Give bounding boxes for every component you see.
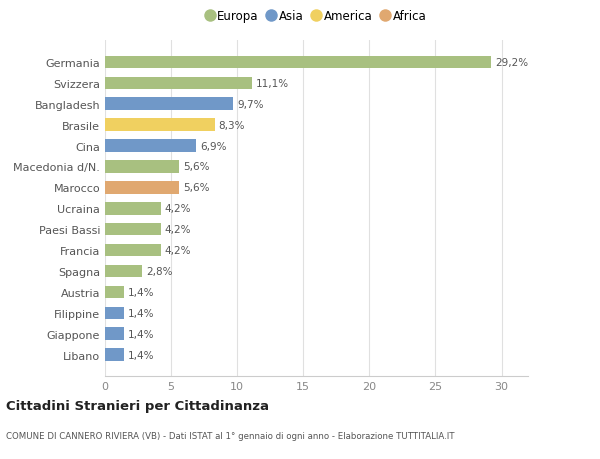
Bar [105,140,196,152]
Bar [105,202,161,215]
Bar [105,182,179,194]
Text: 4,2%: 4,2% [164,246,191,256]
Text: 6,9%: 6,9% [200,141,227,151]
Text: 2,8%: 2,8% [146,266,172,276]
Text: 1,4%: 1,4% [127,308,154,318]
Text: 4,2%: 4,2% [164,204,191,214]
Bar [105,286,124,298]
Text: 5,6%: 5,6% [183,183,209,193]
Text: 11,1%: 11,1% [256,78,289,89]
Bar [105,161,179,174]
Bar [105,56,491,69]
Bar [105,244,161,257]
Bar [105,78,252,90]
Bar [105,265,142,278]
Legend: Europa, Asia, America, Africa: Europa, Asia, America, Africa [207,11,426,23]
Text: 5,6%: 5,6% [183,162,209,172]
Bar [105,328,124,340]
Bar [105,224,161,236]
Text: COMUNE DI CANNERO RIVIERA (VB) - Dati ISTAT al 1° gennaio di ogni anno - Elabora: COMUNE DI CANNERO RIVIERA (VB) - Dati IS… [6,431,455,441]
Text: Cittadini Stranieri per Cittadinanza: Cittadini Stranieri per Cittadinanza [6,399,269,412]
Text: 1,4%: 1,4% [127,350,154,360]
Text: 4,2%: 4,2% [164,225,191,235]
Text: 8,3%: 8,3% [218,120,245,130]
Text: 9,7%: 9,7% [237,100,263,110]
Text: 29,2%: 29,2% [495,58,528,68]
Text: 1,4%: 1,4% [127,329,154,339]
Bar [105,98,233,111]
Bar [105,307,124,319]
Bar [105,349,124,361]
Bar [105,119,215,132]
Text: 1,4%: 1,4% [127,287,154,297]
